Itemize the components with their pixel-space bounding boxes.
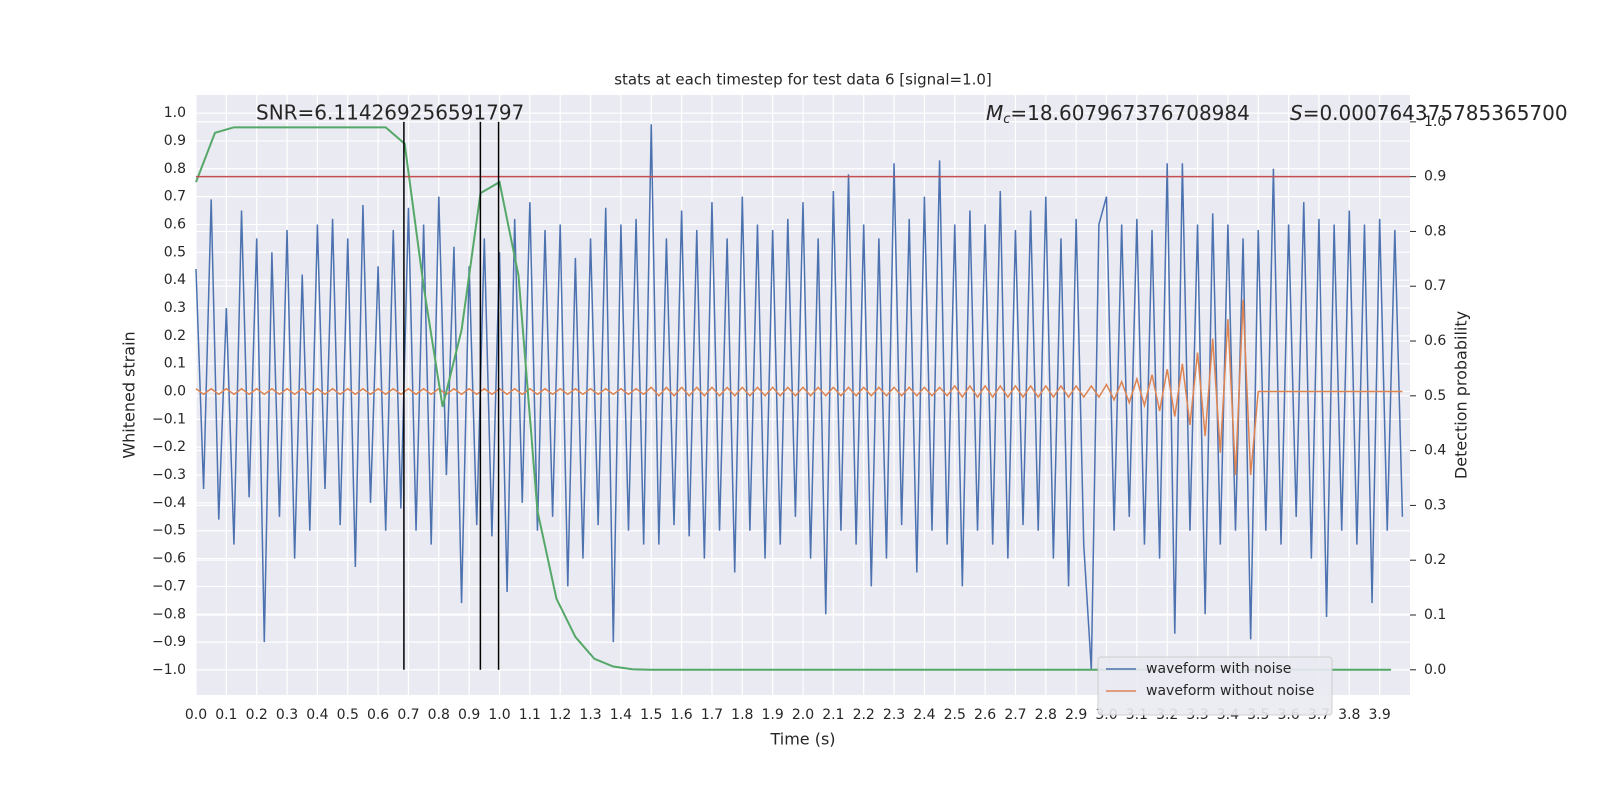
y-tick-label: 0.1 (164, 356, 186, 372)
x-tick-label: 3.8 (1338, 707, 1360, 723)
x-tick-label: 1.2 (549, 707, 571, 723)
y2-tick-label: 0.4 (1424, 443, 1446, 459)
y2-tick-label: 0.6 (1424, 333, 1446, 349)
y2-tick-label: 0.0 (1424, 662, 1446, 678)
x-tick-label: 1.8 (731, 707, 753, 723)
x-tick-label: 2.1 (822, 707, 844, 723)
x-tick-label: 1.6 (670, 707, 692, 723)
chart-title: stats at each timestep for test data 6 [… (614, 71, 992, 89)
x-tick-label: 1.7 (701, 707, 723, 723)
y-tick-label: −0.2 (152, 439, 186, 455)
y2-tick-label: 0.3 (1424, 497, 1446, 513)
y-tick-label: −0.5 (152, 523, 186, 539)
y-tick-label: −0.3 (152, 467, 186, 483)
x-tick-label: 2.8 (1035, 707, 1057, 723)
y-tick-label: 0.9 (164, 133, 186, 149)
y-tick-label: 0.2 (164, 328, 186, 344)
y-tick-label: 0.8 (164, 161, 186, 177)
y-tick-label: −0.4 (152, 495, 186, 511)
grid (195, 95, 1410, 695)
annotation: S=0.000764375785365700 (1290, 101, 1568, 125)
x-tick-label: 2.5 (944, 707, 966, 723)
annotation-value: =18.607967376708984 (1010, 101, 1249, 125)
x-tick-label: 0.3 (276, 707, 298, 723)
x-tick-label: 1.9 (762, 707, 784, 723)
x-tick-label: 1.0 (488, 707, 510, 723)
annotation-sub: c (1003, 112, 1010, 127)
annotation-symbol: M (986, 101, 1003, 125)
y-axis-label: Whitened strain (120, 331, 139, 458)
x-tick-label: 0.1 (215, 707, 237, 723)
legend: waveform with noise waveform without nois… (1097, 656, 1333, 716)
y-tick-label: 1.0 (164, 105, 186, 121)
x-tick-label: 2.2 (853, 707, 875, 723)
x-tick-label: 2.6 (974, 707, 996, 723)
x-tick-label: 2.3 (883, 707, 905, 723)
x-axis-label: Time (s) (769, 730, 835, 749)
x-tick-label: 1.5 (640, 707, 662, 723)
annotation-symbol: S (1290, 101, 1303, 125)
x-tick-label: 0.8 (428, 707, 450, 723)
y2-tick-label: 0.2 (1424, 552, 1446, 568)
annotation: SNR=6.114269256591797 (256, 101, 524, 125)
legend-label: waveform without noise (1146, 683, 1314, 699)
y-tick-label: −1.0 (152, 662, 186, 678)
y-tick-label: −0.1 (152, 411, 186, 427)
series-line (195, 299, 1403, 476)
y-tick-label: 0.6 (164, 216, 186, 232)
y2-tick-label: 0.1 (1424, 607, 1446, 623)
annotation: Mc=18.607967376708984 (986, 101, 1250, 127)
x-tick-label: 0.2 (246, 707, 268, 723)
x-tick-label: 2.9 (1065, 707, 1087, 723)
x-tick-label: 0.0 (185, 707, 207, 723)
x-tick-label: 1.3 (579, 707, 601, 723)
series-line (195, 124, 1404, 670)
y-tick-label: 0.0 (164, 384, 186, 400)
x-tick-label: 0.7 (397, 707, 419, 723)
y-tick-label: 0.3 (164, 300, 186, 316)
x-tick-label: 2.0 (792, 707, 814, 723)
y2-tick-label: 1.0 (1424, 114, 1446, 130)
x-tick-label: 1.1 (519, 707, 541, 723)
legend-label: waveform with noise (1146, 661, 1291, 677)
y2-tick-label: 0.5 (1424, 388, 1446, 404)
y-tick-label: −0.7 (152, 578, 186, 594)
y-tick-label: 0.7 (164, 189, 186, 205)
y-tick-label: 0.5 (164, 244, 186, 260)
y2-tick-label: 0.8 (1424, 223, 1446, 239)
x-tick-label: 3.9 (1369, 707, 1391, 723)
x-tick-label: 1.4 (610, 707, 632, 723)
x-tick-label: 0.6 (367, 707, 389, 723)
y-tick-label: −0.9 (152, 634, 186, 650)
x-tick-label: 0.5 (337, 707, 359, 723)
y2-tick-label: 0.7 (1424, 278, 1446, 294)
x-tick-label: 2.4 (913, 707, 935, 723)
y-tick-label: 0.4 (164, 272, 186, 288)
y2-axis-label: Detection probability (1452, 311, 1471, 479)
annotation-value: =0.000764375785365700 (1303, 101, 1568, 125)
x-tick-label: 2.7 (1004, 707, 1026, 723)
y-tick-label: −0.6 (152, 551, 186, 567)
x-tick-label: 0.4 (306, 707, 328, 723)
x-tick-label: 0.9 (458, 707, 480, 723)
legend-box (1097, 656, 1333, 716)
y-tick-label: −0.8 (152, 606, 186, 622)
y2-tick-label: 0.9 (1424, 169, 1446, 185)
